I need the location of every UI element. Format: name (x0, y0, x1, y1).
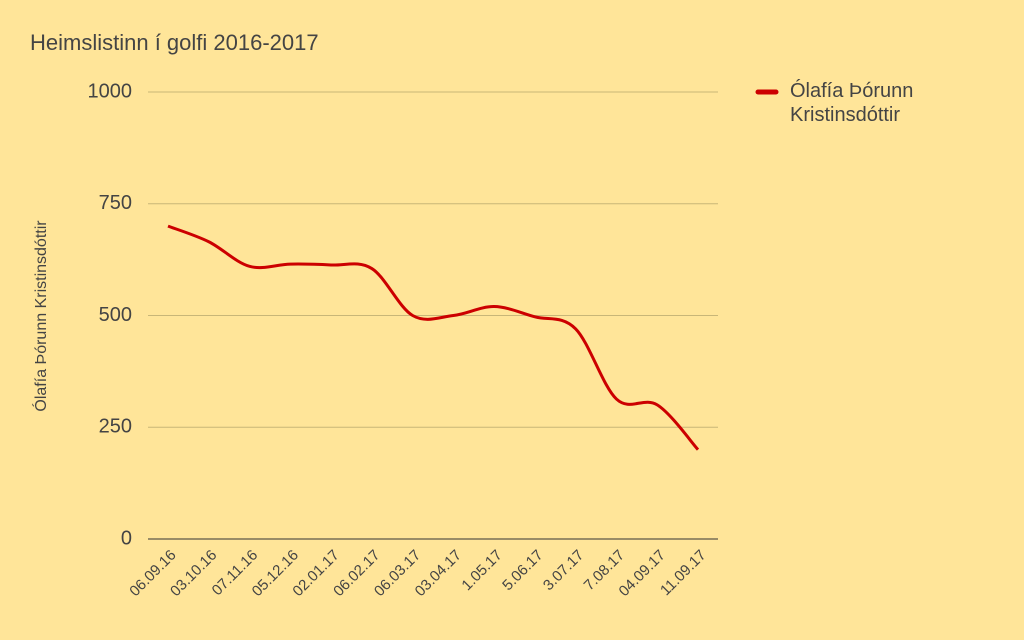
y-tick-label: 750 (99, 192, 132, 214)
line (167, 224, 700, 451)
y-axis-label: Ólafía Þórunn Kristinsdóttir (31, 220, 50, 412)
y-tick-label: 1000 (88, 80, 133, 102)
y-tick-label: 500 (99, 304, 132, 326)
y-tick-label: 0 (121, 527, 132, 549)
y-tick-label: 250 (99, 416, 132, 438)
chart-title: Heimslistinn í golfi 2016-2017 (30, 30, 319, 55)
legend-label: Ólafía Þórunn Kristinsdóttir (790, 79, 913, 126)
